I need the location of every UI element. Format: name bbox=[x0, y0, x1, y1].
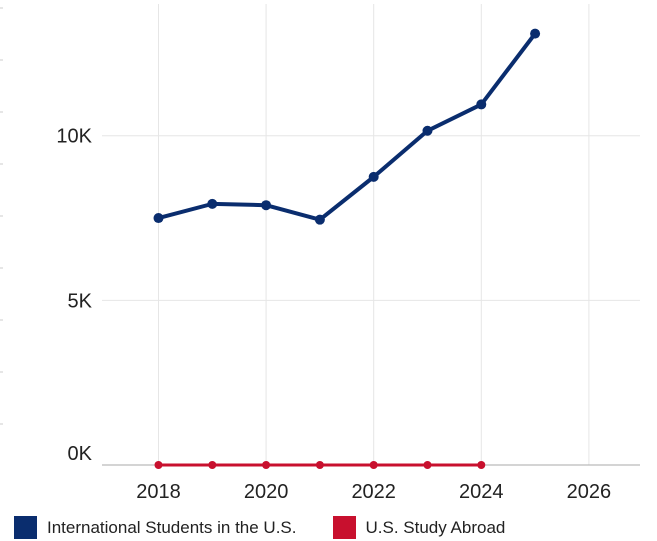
data-point-0[interactable] bbox=[153, 213, 164, 224]
data-point-1[interactable] bbox=[154, 461, 163, 469]
data-point-0[interactable] bbox=[261, 200, 272, 211]
data-point-0[interactable] bbox=[422, 125, 433, 136]
x-axis-ticks: 2018 2020 2022 2024 2026 bbox=[136, 481, 611, 503]
data-point-0[interactable] bbox=[530, 28, 541, 39]
legend-label-study-abroad: U.S. Study Abroad bbox=[365, 517, 506, 537]
legend-swatch-international bbox=[14, 516, 37, 539]
data-point-0[interactable] bbox=[368, 171, 379, 182]
legend-swatch-study-abroad bbox=[332, 516, 356, 539]
y-tick-label: 0K bbox=[68, 443, 93, 465]
data-point-0[interactable] bbox=[476, 99, 487, 110]
series-line-0 bbox=[156, 31, 538, 222]
x-tick-label: 2024 bbox=[459, 481, 504, 503]
line-chart: 2018 2020 2022 2024 2026 0K 5K 10K bbox=[0, 4, 640, 503]
grid-lines bbox=[102, 4, 640, 465]
data-point-0[interactable] bbox=[314, 214, 325, 225]
data-point-1[interactable] bbox=[423, 461, 432, 469]
data-point-1[interactable] bbox=[369, 461, 378, 469]
data-point-1[interactable] bbox=[477, 461, 486, 469]
x-tick-label: 2018 bbox=[136, 481, 181, 503]
data-point-1[interactable] bbox=[315, 461, 324, 469]
x-tick-label: 2022 bbox=[351, 481, 396, 503]
axes bbox=[0, 7, 640, 466]
legend: International Students in the U.S. U.S. … bbox=[14, 516, 541, 539]
legend-item-international[interactable]: International Students in the U.S. bbox=[14, 516, 297, 539]
y-tick-label: 5K bbox=[68, 290, 93, 312]
x-tick-label: 2026 bbox=[567, 481, 612, 503]
y-axis-ticks: 0K 5K 10K bbox=[56, 126, 92, 465]
data-point-1[interactable] bbox=[208, 461, 217, 469]
legend-item-study-abroad[interactable]: U.S. Study Abroad bbox=[332, 516, 506, 539]
data-point-0[interactable] bbox=[207, 198, 218, 209]
x-tick-label: 2020 bbox=[244, 481, 289, 503]
y-tick-label: 10K bbox=[56, 126, 92, 148]
data-point-1[interactable] bbox=[262, 461, 271, 469]
legend-label-international: International Students in the U.S. bbox=[47, 517, 297, 537]
series-layer bbox=[153, 28, 541, 469]
